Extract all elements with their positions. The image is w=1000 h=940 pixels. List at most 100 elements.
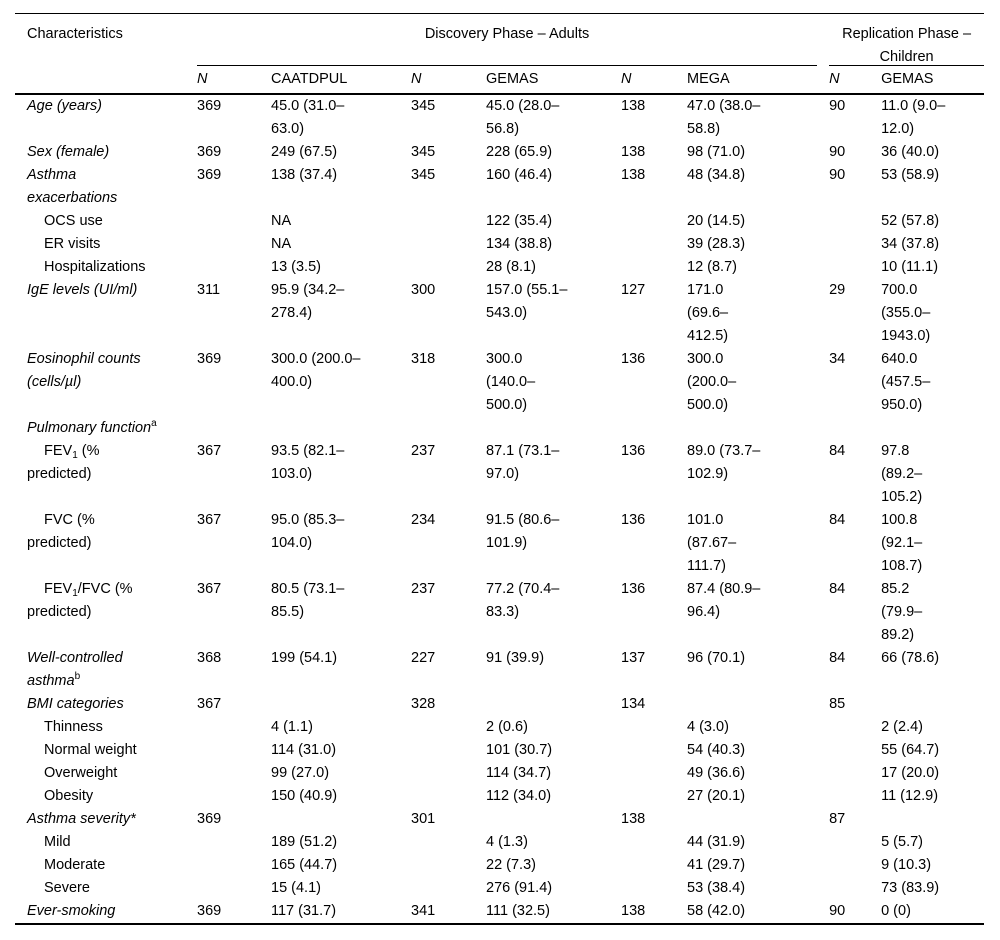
row-label: Thinness bbox=[44, 719, 103, 735]
n-cell bbox=[829, 417, 881, 440]
row-label: Normal weight bbox=[44, 742, 137, 758]
n-cell: 227 bbox=[411, 650, 436, 666]
value-cell: 85.2 (79.9– 89.2) bbox=[881, 581, 923, 643]
n-cell bbox=[197, 417, 271, 440]
value-cell bbox=[881, 417, 984, 440]
table-row: Mild 189 (51.2) 4 (1.3) 44 (31.9) 5 (5.7) bbox=[15, 831, 984, 854]
row-label: Eosinophil counts (cells/µl) bbox=[27, 351, 141, 390]
n-cell bbox=[197, 210, 271, 233]
value-cell: 47.0 (38.0– 58.8) bbox=[687, 98, 761, 137]
n-cell: 367 bbox=[197, 512, 222, 528]
n-cell bbox=[829, 233, 881, 256]
col-header-n-mega: N bbox=[621, 66, 687, 95]
row-label: Moderate bbox=[44, 857, 106, 873]
value-cell: 54 (40.3) bbox=[687, 742, 746, 758]
n-cell: 87 bbox=[829, 811, 846, 827]
n-cell bbox=[829, 785, 881, 808]
n-cell bbox=[621, 854, 687, 877]
row-label: FEV1 (% predicted) bbox=[27, 443, 100, 482]
value-cell: 157.0 (55.1– 543.0) bbox=[486, 282, 568, 321]
table-row: Ever-smoking 369 117 (31.7) 341 111 (32.5) 13… bbox=[15, 900, 984, 924]
value-cell bbox=[881, 808, 984, 831]
n-cell: 300 bbox=[411, 282, 436, 298]
n-cell bbox=[197, 877, 271, 900]
value-cell: 15 (4.1) bbox=[271, 880, 321, 896]
value-cell bbox=[486, 693, 621, 716]
row-label: Pulmonary functiona bbox=[27, 418, 157, 436]
table-row: Eosinophil counts (cells/µl) 369 300.0 (200… bbox=[15, 348, 984, 417]
n-cell bbox=[829, 762, 881, 785]
n-cell bbox=[621, 877, 687, 900]
n-cell bbox=[829, 831, 881, 854]
replication-phase-group-label: Replication Phase – Children bbox=[829, 14, 985, 66]
discovery-phase-group-header: Discovery Phase – Adults bbox=[197, 14, 829, 66]
value-cell: 91.5 (80.6– 101.9) bbox=[486, 512, 560, 551]
n-cell bbox=[621, 785, 687, 808]
value-cell: 300.0 (200.0– 500.0) bbox=[687, 351, 737, 413]
row-label: Sex (female) bbox=[27, 144, 110, 160]
n-cell: 369 bbox=[197, 144, 222, 160]
n-cell: 136 bbox=[621, 581, 646, 597]
value-cell bbox=[271, 417, 411, 440]
n-cell bbox=[621, 831, 687, 854]
n-cell: 345 bbox=[411, 144, 436, 160]
value-cell: 89.0 (73.7– 102.9) bbox=[687, 443, 761, 482]
value-cell: 17 (20.0) bbox=[881, 765, 940, 781]
value-cell: 199 (54.1) bbox=[271, 650, 338, 666]
table-row: Asthma exacerbations 369 138 (37.4) 345 160 (… bbox=[15, 164, 984, 210]
table-body: Age (years) 369 45.0 (31.0– 63.0) 345 45.0 (2… bbox=[15, 94, 984, 924]
value-cell: 700.0 (355.0– 1943.0) bbox=[881, 282, 931, 344]
table-row: Asthma severity* 369 301 138 87 bbox=[15, 808, 984, 831]
value-cell: 77.2 (70.4– 83.3) bbox=[486, 581, 560, 620]
n-cell bbox=[829, 716, 881, 739]
value-cell: 276 (91.4) bbox=[486, 880, 553, 896]
n-cell: 369 bbox=[197, 351, 222, 367]
value-cell: 11.0 (9.0– 12.0) bbox=[881, 98, 946, 137]
row-label: Mild bbox=[44, 834, 71, 850]
n-cell bbox=[621, 210, 687, 233]
n-cell bbox=[197, 762, 271, 785]
n-cell: 367 bbox=[197, 696, 222, 712]
col-header-gemas-children: GEMAS bbox=[881, 66, 985, 95]
value-cell: 53 (38.4) bbox=[687, 880, 746, 896]
characteristics-column-header: Characteristics bbox=[15, 13, 197, 95]
value-cell: 10 (11.1) bbox=[881, 259, 939, 275]
n-cell: 345 bbox=[411, 98, 436, 114]
table-row: Normal weight 114 (31.0) 101 (30.7) 54 (40.… bbox=[15, 739, 984, 762]
n-cell: 90 bbox=[829, 144, 846, 160]
value-cell: 73 (83.9) bbox=[881, 880, 940, 896]
value-cell: 101 (30.7) bbox=[486, 742, 553, 758]
value-cell: 300.0 (200.0– 400.0) bbox=[271, 351, 361, 390]
n-cell bbox=[829, 877, 881, 900]
n-cell: 85 bbox=[829, 696, 846, 712]
n-cell: 34 bbox=[829, 351, 846, 367]
value-cell: 100.8 (92.1– 108.7) bbox=[881, 512, 923, 574]
n-cell bbox=[621, 233, 687, 256]
n-cell: 138 bbox=[621, 98, 646, 114]
n-cell bbox=[829, 210, 881, 233]
value-cell: 55 (64.7) bbox=[881, 742, 940, 758]
n-cell: 369 bbox=[197, 811, 222, 827]
n-cell bbox=[197, 716, 271, 739]
value-cell: 44 (31.9) bbox=[687, 834, 746, 850]
value-cell: 96 (70.1) bbox=[687, 650, 746, 666]
n-cell: 84 bbox=[829, 581, 846, 597]
n-cell bbox=[621, 739, 687, 762]
n-cell bbox=[197, 785, 271, 808]
value-cell: 4 (3.0) bbox=[687, 719, 729, 735]
n-cell bbox=[411, 785, 486, 808]
n-cell bbox=[197, 854, 271, 877]
table-row: Obesity 150 (40.9) 112 (34.0) 27 (20.1) 11 (… bbox=[15, 785, 984, 808]
value-cell: 45.0 (28.0– 56.8) bbox=[486, 98, 560, 137]
n-cell bbox=[621, 762, 687, 785]
row-label: Severe bbox=[44, 880, 90, 896]
value-cell bbox=[881, 693, 984, 716]
row-label: FVC (% predicted) bbox=[27, 512, 95, 551]
value-cell bbox=[687, 417, 829, 440]
row-label: Obesity bbox=[44, 788, 94, 804]
value-cell: 49 (36.6) bbox=[687, 765, 746, 781]
row-label: Asthma severity* bbox=[27, 811, 136, 827]
n-cell: 84 bbox=[829, 443, 846, 459]
n-cell: 328 bbox=[411, 696, 436, 712]
n-cell: 84 bbox=[829, 650, 846, 666]
